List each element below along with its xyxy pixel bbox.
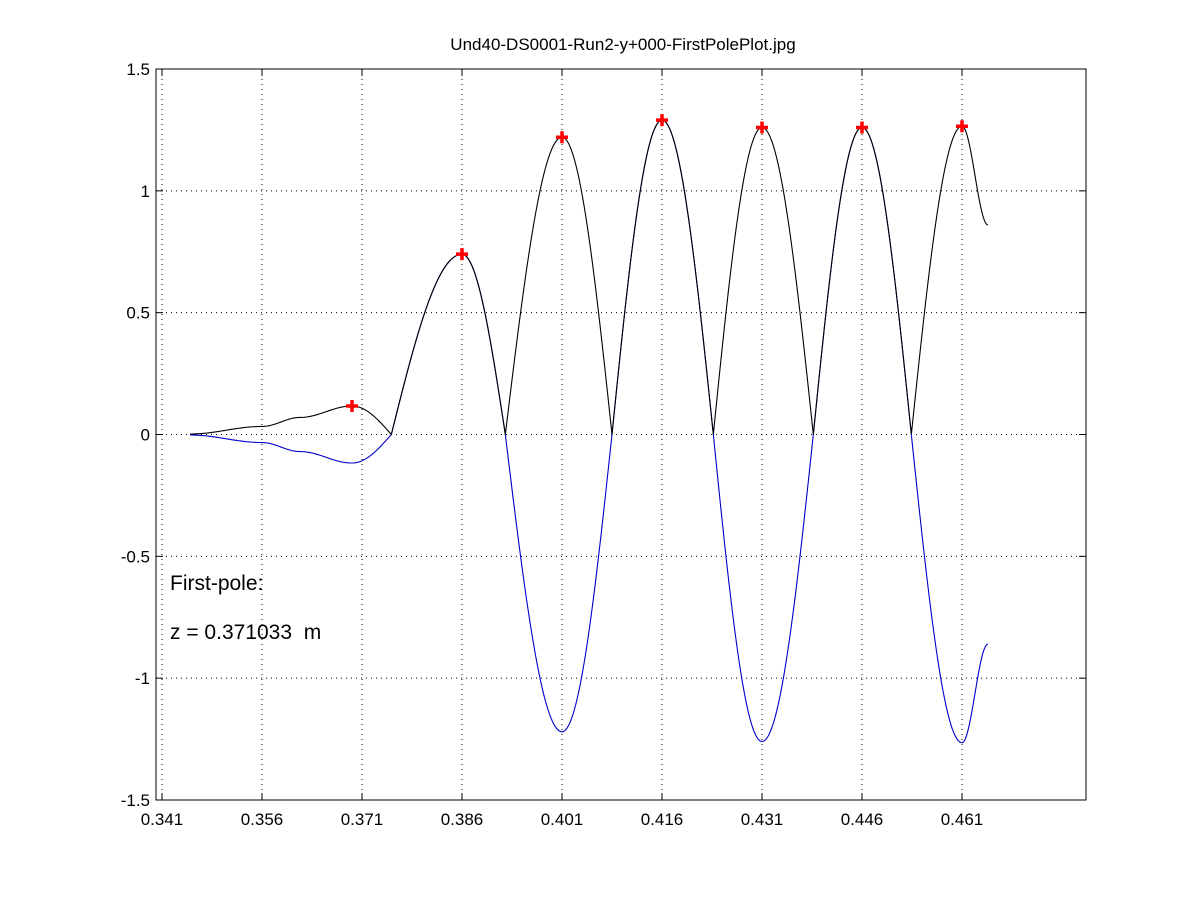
chart-title: Und40-DS0001-Run2-y+000-FirstPolePlot.jp…	[450, 35, 795, 54]
x-tick-label: 0.401	[541, 810, 584, 829]
y-tick-label: -0.5	[121, 547, 150, 566]
abs-signal-line	[189, 119, 989, 436]
curves	[189, 119, 989, 744]
x-tick-label: 0.461	[941, 810, 984, 829]
peak-marker	[456, 248, 468, 261]
x-tick-label: 0.386	[441, 810, 484, 829]
peak-marker	[346, 399, 358, 412]
peak-marker	[656, 114, 668, 127]
peak-marker	[856, 121, 868, 134]
peak-marker	[956, 120, 968, 133]
x-tick-label: 0.431	[741, 810, 784, 829]
y-tick-label: 0	[141, 426, 150, 445]
x-tick-label: 0.356	[241, 810, 284, 829]
peak-marker	[556, 131, 568, 144]
x-tick-label: 0.371	[341, 810, 384, 829]
y-tick-label: 1	[141, 182, 150, 201]
y-tick-label: 0.5	[126, 304, 150, 323]
axis-ticks: 0.341 0.356 0.371 0.386 0.401 0.416 0.431 0.446…	[121, 60, 1086, 829]
annotation-first-pole: First-pole:	[170, 572, 263, 595]
peak-markers	[346, 114, 968, 412]
peak-marker	[756, 121, 768, 134]
y-tick-label: 1.5	[126, 60, 150, 79]
x-tick-label: 0.446	[841, 810, 884, 829]
y-tick-label: -1	[135, 669, 150, 688]
y-tick-label: -1.5	[121, 791, 150, 810]
x-tick-label: 0.416	[641, 810, 684, 829]
annotation-z-value: z = 0.371033 m	[170, 621, 321, 644]
x-tick-label: 0.341	[141, 810, 184, 829]
